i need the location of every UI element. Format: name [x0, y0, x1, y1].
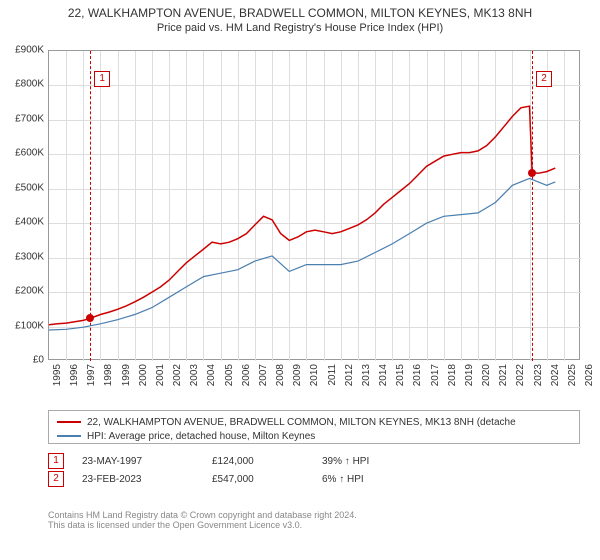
legend-item: 22, WALKHAMPTON AVENUE, BRADWELL COMMON,… [57, 415, 571, 429]
x-axis-tick: 1995 [52, 364, 63, 386]
y-axis-tick: £600K [2, 148, 44, 159]
transaction-marker: 2 [48, 471, 64, 487]
y-axis-tick: £400K [2, 217, 44, 228]
transaction-delta: 39% ↑ HPI [322, 456, 369, 467]
x-axis-tick: 2014 [378, 364, 389, 386]
x-axis-tick: 2017 [430, 364, 441, 386]
series-line [49, 106, 555, 325]
y-axis-tick: £300K [2, 251, 44, 262]
transaction-price: £124,000 [212, 456, 322, 467]
series-line [49, 178, 555, 330]
data-point [528, 169, 536, 177]
footer-line2: This data is licensed under the Open Gov… [48, 520, 357, 530]
footer-attribution: Contains HM Land Registry data © Crown c… [48, 510, 357, 530]
y-axis-tick: £700K [2, 113, 44, 124]
x-axis-tick: 2021 [498, 364, 509, 386]
chart-title-line1: 22, WALKHAMPTON AVENUE, BRADWELL COMMON,… [0, 0, 600, 20]
legend-swatch [57, 435, 81, 437]
x-axis-tick: 2007 [258, 364, 269, 386]
x-axis-tick: 2001 [155, 364, 166, 386]
x-axis-tick: 2025 [567, 364, 578, 386]
x-axis-tick: 2023 [533, 364, 544, 386]
x-axis-tick: 2003 [189, 364, 200, 386]
x-axis-tick: 2006 [241, 364, 252, 386]
x-axis-tick: 2013 [361, 364, 372, 386]
x-axis-tick: 1999 [121, 364, 132, 386]
x-axis-tick: 1997 [86, 364, 97, 386]
legend-swatch [57, 421, 81, 423]
transaction-delta: 6% ↑ HPI [322, 474, 364, 485]
legend-item: HPI: Average price, detached house, Milt… [57, 429, 571, 443]
x-axis-tick: 2018 [447, 364, 458, 386]
chart-title-line2: Price paid vs. HM Land Registry's House … [0, 20, 600, 34]
legend-box: 22, WALKHAMPTON AVENUE, BRADWELL COMMON,… [48, 410, 580, 444]
transaction-row: 1 23-MAY-1997£124,00039% ↑ HPI [48, 452, 369, 470]
footer-line1: Contains HM Land Registry data © Crown c… [48, 510, 357, 520]
x-axis-tick: 2024 [550, 364, 561, 386]
x-axis-tick: 2020 [481, 364, 492, 386]
series-svg [49, 51, 581, 361]
y-axis-tick: £900K [2, 45, 44, 56]
x-axis-tick: 2002 [172, 364, 183, 386]
x-axis-tick: 2019 [464, 364, 475, 386]
y-axis-tick: £200K [2, 286, 44, 297]
x-axis-tick: 2000 [138, 364, 149, 386]
transaction-price: £547,000 [212, 474, 322, 485]
x-axis-tick: 2026 [584, 364, 595, 386]
legend-label: 22, WALKHAMPTON AVENUE, BRADWELL COMMON,… [87, 417, 516, 428]
plot-area: 12 [48, 50, 580, 360]
legend-label: HPI: Average price, detached house, Milt… [87, 431, 315, 442]
x-axis-tick: 1996 [69, 364, 80, 386]
y-axis-tick: £0 [2, 355, 44, 366]
x-axis-tick: 2008 [275, 364, 286, 386]
x-axis-tick: 2016 [412, 364, 423, 386]
x-axis-tick: 2011 [327, 364, 338, 386]
transaction-date: 23-MAY-1997 [82, 456, 212, 467]
chart-container: 22, WALKHAMPTON AVENUE, BRADWELL COMMON,… [0, 0, 600, 560]
x-axis-tick: 2005 [224, 364, 235, 386]
x-axis-tick: 2012 [344, 364, 355, 386]
transaction-table: 1 23-MAY-1997£124,00039% ↑ HPI 2 23-FEB-202… [48, 452, 369, 488]
x-axis-tick: 2015 [395, 364, 406, 386]
x-axis-tick: 1998 [103, 364, 114, 386]
x-axis-tick: 2004 [206, 364, 217, 386]
transaction-date: 23-FEB-2023 [82, 474, 212, 485]
x-axis-tick: 2022 [515, 364, 526, 386]
transaction-marker: 1 [48, 453, 64, 469]
y-axis-tick: £500K [2, 182, 44, 193]
data-point [86, 314, 94, 322]
transaction-row: 2 23-FEB-2023£547,0006% ↑ HPI [48, 470, 369, 488]
y-axis-tick: £100K [2, 320, 44, 331]
x-axis-tick: 2009 [292, 364, 303, 386]
y-axis-tick: £800K [2, 79, 44, 90]
x-axis-tick: 2010 [309, 364, 320, 386]
